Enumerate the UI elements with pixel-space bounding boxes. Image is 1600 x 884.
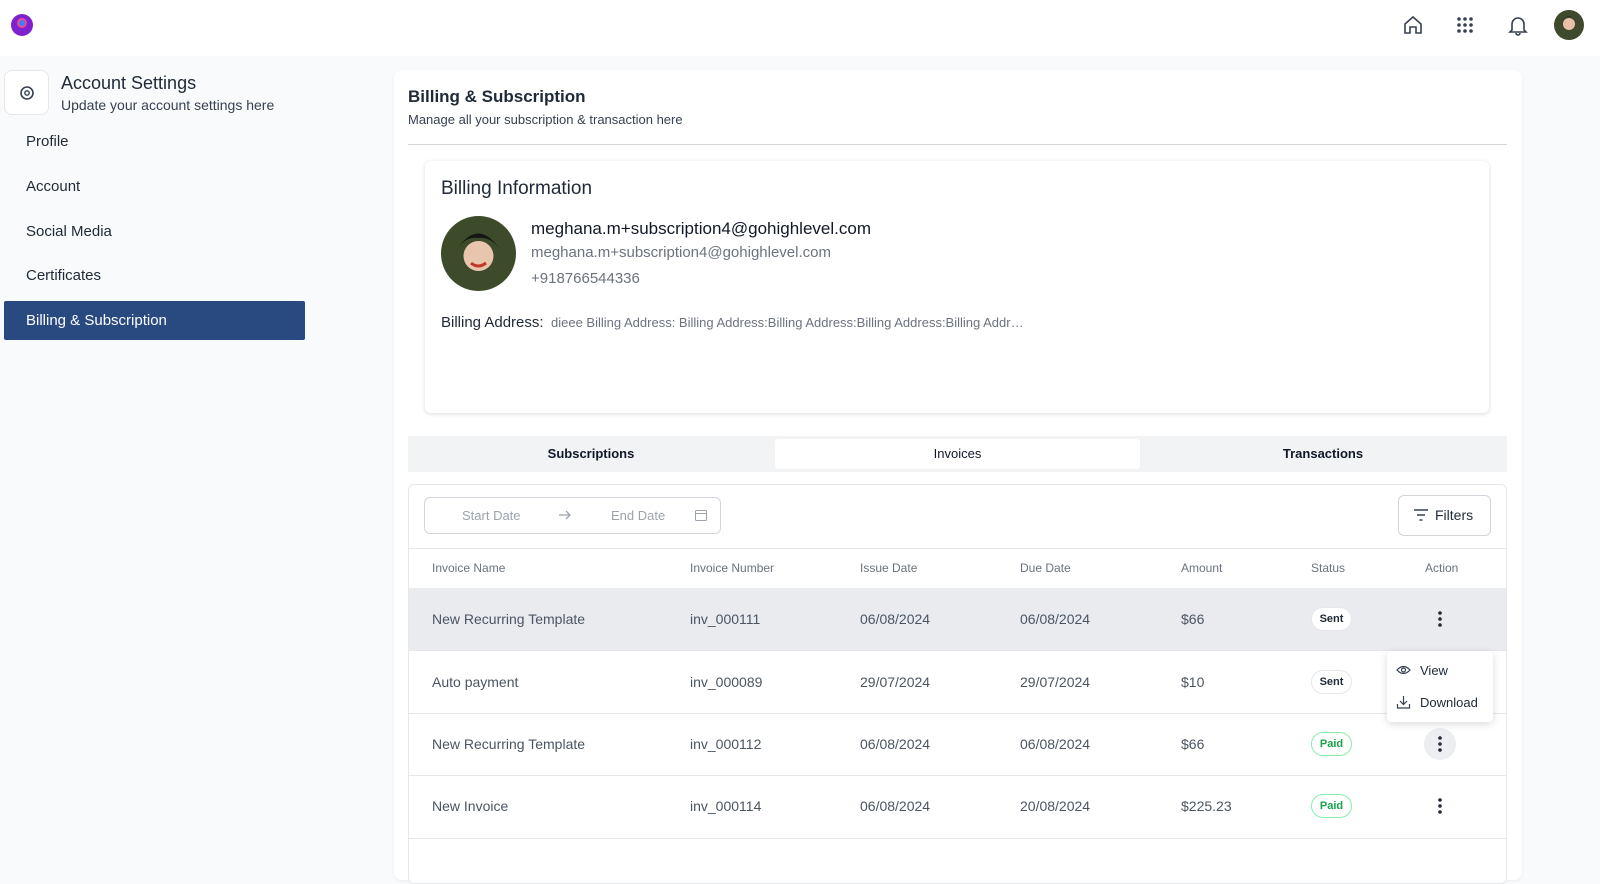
tab[interactable]: Invoices — [933, 446, 982, 461]
filters-label[interactable]: Filters — [1435, 507, 1474, 523]
menu-item[interactable]: View — [1420, 663, 1448, 678]
billing-title: Billing Information — [441, 178, 593, 199]
divider — [408, 144, 1507, 145]
cell: $225.23 — [1181, 798, 1232, 815]
column-header: Issue Date — [860, 561, 918, 575]
cell: $66 — [1181, 736, 1205, 752]
status-badge: Sent — [1311, 607, 1352, 632]
cell: inv_000112 — [690, 736, 762, 752]
sidebar-title: Account Settings — [61, 73, 197, 93]
tab-active-bg[interactable] — [775, 439, 1140, 469]
billing-address: dieee Billing Address: Billing Address:B… — [551, 315, 1024, 330]
column-header: Invoice Name — [432, 561, 506, 575]
row-border — [409, 775, 1506, 777]
action-kebab[interactable] — [1424, 728, 1456, 760]
main-subtitle: Manage all your subscription & transacti… — [408, 112, 683, 127]
end-date[interactable]: End Date — [611, 508, 666, 523]
billing-avatar — [441, 216, 516, 291]
start-date[interactable]: Start Date — [462, 508, 521, 523]
eye-icon — [1396, 665, 1411, 675]
cell: 20/08/2024 — [1020, 798, 1091, 815]
action-menu — [1387, 651, 1493, 722]
cell: inv_000114 — [690, 798, 762, 815]
billing-primary-email: meghana.m+subscription4@gohighlevel.com — [531, 219, 871, 238]
status-badge: Sent — [1311, 669, 1352, 694]
action-kebab[interactable] — [1424, 790, 1456, 822]
user-avatar[interactable] — [1554, 10, 1584, 40]
cell: 29/07/2024 — [860, 673, 931, 690]
cell: inv_000111 — [690, 611, 761, 628]
row-border — [409, 650, 1506, 652]
row-border — [409, 712, 1506, 714]
cell: 06/08/2024 — [1020, 611, 1091, 628]
tab[interactable]: Subscriptions — [547, 446, 635, 461]
billing-phone: +918766544336 — [531, 270, 640, 287]
nav-item[interactable]: Social Media — [26, 223, 112, 240]
menu-item[interactable]: Download — [1420, 695, 1478, 710]
cell: $66 — [1181, 611, 1205, 628]
top-bar — [0, 0, 1600, 56]
filters-button[interactable] — [1398, 495, 1491, 536]
cell: 06/08/2024 — [1020, 736, 1091, 752]
filter-icon — [1414, 509, 1428, 521]
billing-address-label: Billing Address: — [441, 314, 544, 331]
nav-item[interactable]: Certificates — [26, 267, 102, 284]
billing-email: meghana.m+subscription4@gohighlevel.com — [531, 244, 831, 261]
column-header: Invoice Number — [690, 561, 775, 575]
column-header: Due Date — [1020, 561, 1071, 575]
logo — [11, 14, 33, 36]
sidebar-subtitle: Update your account settings here — [61, 97, 275, 113]
bell-icon[interactable] — [1507, 14, 1529, 36]
date-range[interactable] — [424, 497, 721, 534]
cell: New Recurring Template — [432, 736, 586, 752]
status-badge: Paid — [1311, 794, 1352, 819]
cell: inv_000089 — [690, 673, 763, 690]
cell: 06/08/2024 — [860, 736, 931, 752]
cell: New Invoice — [432, 798, 509, 815]
nav-item[interactable]: Account — [26, 178, 81, 195]
action-kebab[interactable] — [1424, 603, 1456, 635]
column-header: Status — [1311, 561, 1346, 575]
apps-icon[interactable] — [1456, 16, 1474, 34]
column-header: Action — [1425, 561, 1459, 575]
row-border — [409, 548, 1506, 549]
cell: Auto payment — [432, 673, 519, 690]
row-border — [409, 837, 1506, 839]
cell: 29/07/2024 — [1020, 673, 1091, 690]
cell: New Recurring Template — [432, 611, 586, 628]
status-badge: Paid — [1311, 732, 1352, 756]
download-icon — [1396, 696, 1411, 709]
home-icon[interactable] — [1402, 14, 1424, 36]
billing-card — [425, 161, 1489, 413]
nav-active-bg[interactable] — [4, 301, 305, 340]
calendar-icon — [695, 510, 707, 521]
cell: 06/08/2024 — [860, 798, 931, 815]
column-header: Amount — [1181, 561, 1223, 575]
arrow-icon — [559, 510, 571, 520]
nav-item[interactable]: Profile — [26, 133, 69, 150]
cell: 06/08/2024 — [860, 611, 931, 628]
tab[interactable]: Transactions — [1282, 446, 1364, 461]
main-title: Billing & Subscription — [408, 87, 586, 106]
cell: $10 — [1181, 673, 1205, 690]
settings-icon — [4, 70, 49, 115]
nav-item-active[interactable]: Billing & Subscription — [26, 312, 167, 329]
